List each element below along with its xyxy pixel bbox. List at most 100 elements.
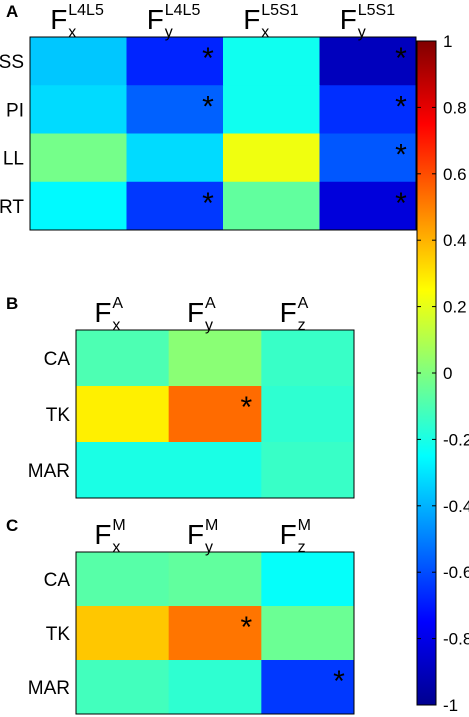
column-label-subscript: z: [298, 317, 306, 334]
column-label-base: F: [94, 519, 111, 550]
heatmap-cell: [30, 37, 127, 86]
column-label-superscript: M: [298, 517, 311, 534]
significance-marker: *: [240, 391, 252, 424]
column-label-superscript: A: [205, 295, 216, 312]
column-label-base: F: [147, 4, 164, 35]
panel-frame: [75, 551, 355, 715]
colorbar-tick-label: 0: [443, 364, 452, 383]
column-label-subscript: y: [165, 24, 173, 41]
heatmap-cell: [223, 37, 320, 86]
column-label-superscript: L4L5: [68, 2, 104, 19]
colorbar-tick-label: -0.4: [443, 497, 469, 516]
row-label: SS: [0, 52, 24, 73]
heatmap-cell: [319, 37, 417, 86]
row-label: LL: [3, 149, 24, 170]
heatmap-cell: [261, 386, 355, 443]
heatmap-cell: [261, 330, 355, 387]
heatmap-cell: [76, 330, 170, 387]
heatmap-cell: [76, 660, 170, 715]
heatmap-cell: [223, 85, 320, 134]
heatmap-cell: [76, 386, 170, 443]
heatmap-cell: [76, 606, 170, 661]
colorbar-tick-label: -0.6: [443, 563, 469, 582]
significance-marker: *: [202, 42, 214, 75]
column-label-superscript: A: [298, 295, 309, 312]
heatmap-cell: [319, 133, 417, 183]
colorbar-tick-label: 0.6: [443, 165, 467, 184]
significance-marker: *: [395, 139, 407, 172]
column-label-base: F: [243, 4, 260, 35]
heatmap-cell: [168, 330, 262, 387]
column-label-superscript: L5S1: [358, 2, 395, 19]
column-label-base: F: [340, 4, 357, 35]
heatmap-cell: [261, 660, 355, 715]
heatmap-cell: [223, 181, 320, 231]
column-label-superscript: A: [112, 295, 123, 312]
colorbar-tick-label: -1: [443, 696, 458, 715]
column-label-subscript: y: [205, 317, 213, 334]
column-label-subscript: y: [205, 539, 213, 556]
heatmap-cell: [223, 133, 320, 183]
heatmap-cell: [261, 442, 355, 499]
row-label: PI: [6, 100, 24, 121]
heatmap-cell: [76, 442, 170, 499]
colorbar-tick-label: -0.8: [443, 630, 469, 649]
column-label-subscript: x: [68, 24, 76, 41]
row-label: TK: [46, 624, 71, 645]
column-label-base: F: [187, 297, 204, 328]
significance-marker: *: [240, 611, 252, 644]
column-label-subscript: x: [112, 539, 120, 556]
colorbar-tick-label: 0.2: [443, 298, 467, 317]
column-label-base: F: [280, 297, 297, 328]
column-label-base: F: [50, 4, 67, 35]
heatmap-cell: [168, 606, 262, 661]
row-label: CA: [44, 570, 71, 591]
row-label: MAR: [28, 461, 70, 482]
colorbar-tick-label: 0.4: [443, 231, 467, 250]
heatmap-cell: [168, 386, 262, 443]
panel-letter: C: [6, 516, 18, 535]
significance-marker: *: [395, 187, 407, 220]
panel-letter: A: [6, 2, 18, 21]
row-label: CA: [44, 349, 71, 370]
heatmap-cell: [126, 85, 224, 134]
column-label-superscript: M: [205, 517, 218, 534]
column-label-subscript: x: [112, 317, 120, 334]
column-label-base: F: [94, 297, 111, 328]
column-label-subscript: y: [358, 24, 366, 41]
column-label-subscript: z: [298, 539, 306, 556]
column-label-superscript: L5S1: [261, 2, 298, 19]
heatmap-cell: [261, 552, 355, 607]
significance-marker: *: [333, 665, 345, 698]
column-label-superscript: M: [112, 517, 125, 534]
significance-marker: *: [395, 42, 407, 75]
significance-marker: *: [395, 90, 407, 123]
row-label: TK: [46, 405, 71, 426]
heatmap-cell: [126, 181, 224, 231]
column-label-superscript: L4L5: [165, 2, 201, 19]
heatmap-cell: [30, 133, 127, 183]
colorbar-tick-label: -0.2: [443, 430, 469, 449]
heatmap-cell: [126, 133, 224, 183]
heatmap-cell: [30, 181, 127, 231]
panel-frame: [29, 36, 417, 231]
row-label: MAR: [28, 678, 70, 699]
heatmap-cell: [168, 660, 262, 715]
heatmap-cell: [76, 552, 170, 607]
panel-letter: B: [6, 294, 18, 313]
column-label-subscript: x: [261, 24, 269, 41]
